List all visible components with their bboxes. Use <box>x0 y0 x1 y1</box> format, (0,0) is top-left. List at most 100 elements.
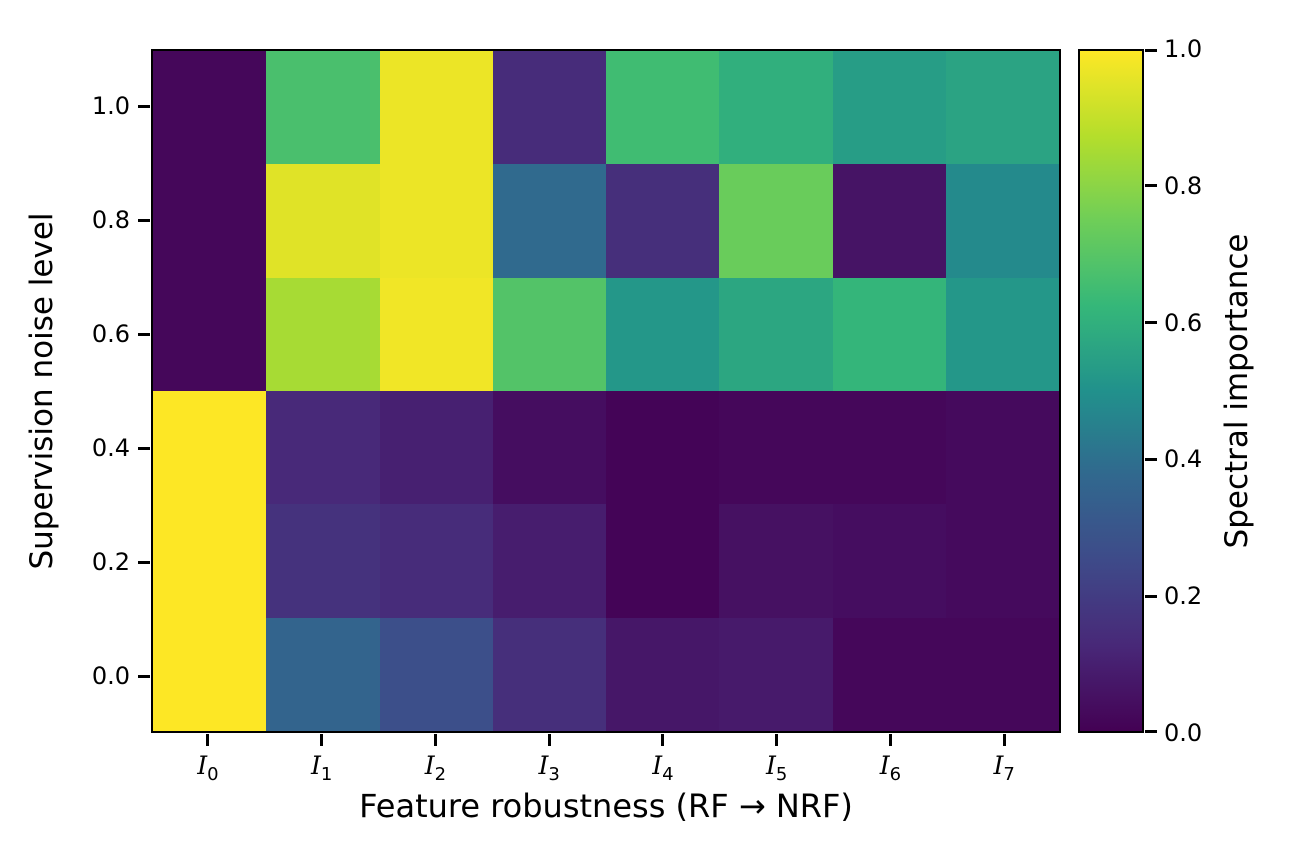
heatmap-cell <box>379 164 493 278</box>
heatmap-cell <box>492 391 606 505</box>
x-tick-label: I3 <box>538 751 560 785</box>
colorbar-tick-label: 0.0 <box>1164 719 1203 747</box>
x-tick-mark <box>433 734 437 746</box>
x-tick-label: I0 <box>197 751 219 785</box>
heatmap-cell <box>266 391 380 505</box>
y-axis-label: Supervision noise level <box>24 212 60 570</box>
heatmap-cell <box>492 51 606 165</box>
heatmap-cell <box>379 391 493 505</box>
colorbar-tick-label: 1.0 <box>1164 35 1203 63</box>
heatmap-cell <box>719 504 833 618</box>
x-tick-mark <box>206 734 210 746</box>
x-tick-mark <box>547 734 551 746</box>
heatmap-cell <box>153 277 267 391</box>
colorbar-tick-mark <box>1145 321 1157 325</box>
heatmap-cell <box>719 164 833 278</box>
x-tick-mark <box>320 734 324 746</box>
colorbar-tick-label: 0.6 <box>1164 308 1203 337</box>
heatmap-cell <box>492 164 606 278</box>
script-I-glyph: I <box>538 751 549 780</box>
colorbar-tick-label: 0.4 <box>1164 445 1203 474</box>
heatmap-cell <box>606 391 720 505</box>
y-tick-label: 0.4 <box>91 434 130 462</box>
heatmap-cell <box>945 277 1059 391</box>
x-tick-label: I1 <box>310 751 333 785</box>
script-I-glyph: I <box>993 751 1004 780</box>
script-I-glyph: I <box>652 751 663 780</box>
heatmap-cell <box>832 504 946 618</box>
heatmap-cell <box>379 504 493 618</box>
y-tick-label: 0.8 <box>91 206 130 234</box>
script-I-glyph: I <box>879 751 890 780</box>
heatmap-cell <box>832 164 946 278</box>
heatmap-cell <box>266 504 380 618</box>
heatmap-grid <box>151 49 1061 733</box>
heatmap-cell <box>719 617 833 731</box>
y-tick-mark <box>138 674 150 678</box>
x-tick-mark <box>775 734 779 746</box>
heatmap-cell <box>832 617 946 731</box>
heatmap-cell <box>153 391 267 505</box>
colorbar-tick-mark <box>1145 730 1157 733</box>
heatmap-cell <box>945 504 1059 618</box>
heatmap-cell <box>266 164 380 278</box>
heatmap-cell <box>945 164 1059 278</box>
heatmap-cell <box>945 51 1059 165</box>
x-tick-label: I6 <box>879 751 902 785</box>
colorbar-tick-mark <box>1145 594 1157 598</box>
heatmap-cell <box>606 617 720 731</box>
colorbar-label: Spectral importance <box>1219 233 1255 549</box>
colorbar-tick-label: 0.2 <box>1164 582 1203 611</box>
y-tick-mark <box>138 332 150 336</box>
heatmap-cell <box>492 277 606 391</box>
heatmap-cell <box>153 617 267 731</box>
y-tick-mark <box>138 218 150 222</box>
heatmap-cell <box>379 617 493 731</box>
heatmap-cell <box>379 277 493 391</box>
heatmap-cell <box>832 277 946 391</box>
colorbar-tick-mark <box>1145 184 1157 188</box>
y-tick-label: 0.6 <box>91 320 130 348</box>
heatmap-cell <box>266 51 380 165</box>
heatmap-cell <box>832 391 946 505</box>
colorbar-tick-mark <box>1145 49 1157 52</box>
heatmap-cell <box>719 51 833 165</box>
heatmap-cell <box>832 51 946 165</box>
y-tick-label: 0.0 <box>91 662 130 690</box>
heatmap-cell <box>719 391 833 505</box>
script-I-glyph: I <box>310 751 321 780</box>
x-tick-mark <box>888 734 892 746</box>
y-tick-label: 1.0 <box>91 92 130 120</box>
script-I-glyph: I <box>424 751 435 780</box>
x-tick-mark <box>1002 734 1006 746</box>
script-I-glyph: I <box>197 751 208 780</box>
heatmap-cell <box>266 277 380 391</box>
heatmap-cell <box>153 164 267 278</box>
colorbar <box>1078 49 1144 733</box>
heatmap-cell <box>606 277 720 391</box>
heatmap-cell <box>606 51 720 165</box>
heatmap-cell <box>945 617 1059 731</box>
colorbar-tick-mark <box>1145 457 1157 461</box>
y-tick-mark <box>138 446 150 450</box>
heatmap-cell <box>379 51 493 165</box>
x-tick-label: I7 <box>993 751 1015 785</box>
heatmap-cell <box>492 504 606 618</box>
x-tick-label: I5 <box>765 751 788 785</box>
y-tick-mark <box>138 104 150 108</box>
x-tick-label: I4 <box>652 751 674 785</box>
y-tick-mark <box>138 560 150 564</box>
heatmap-cell <box>945 391 1059 505</box>
x-axis-label: Feature robustness (RF → NRF) <box>359 787 853 825</box>
colorbar-tick-label: 0.8 <box>1164 171 1203 200</box>
y-tick-label: 0.2 <box>91 548 130 576</box>
x-tick-mark <box>661 734 665 746</box>
script-I-glyph: I <box>765 751 776 780</box>
heatmap-cell <box>153 51 267 165</box>
heatmap-cell <box>492 617 606 731</box>
heatmap-cell <box>153 504 267 618</box>
heatmap-cell <box>606 164 720 278</box>
heatmap-cell <box>719 277 833 391</box>
x-tick-label: I2 <box>424 751 447 785</box>
